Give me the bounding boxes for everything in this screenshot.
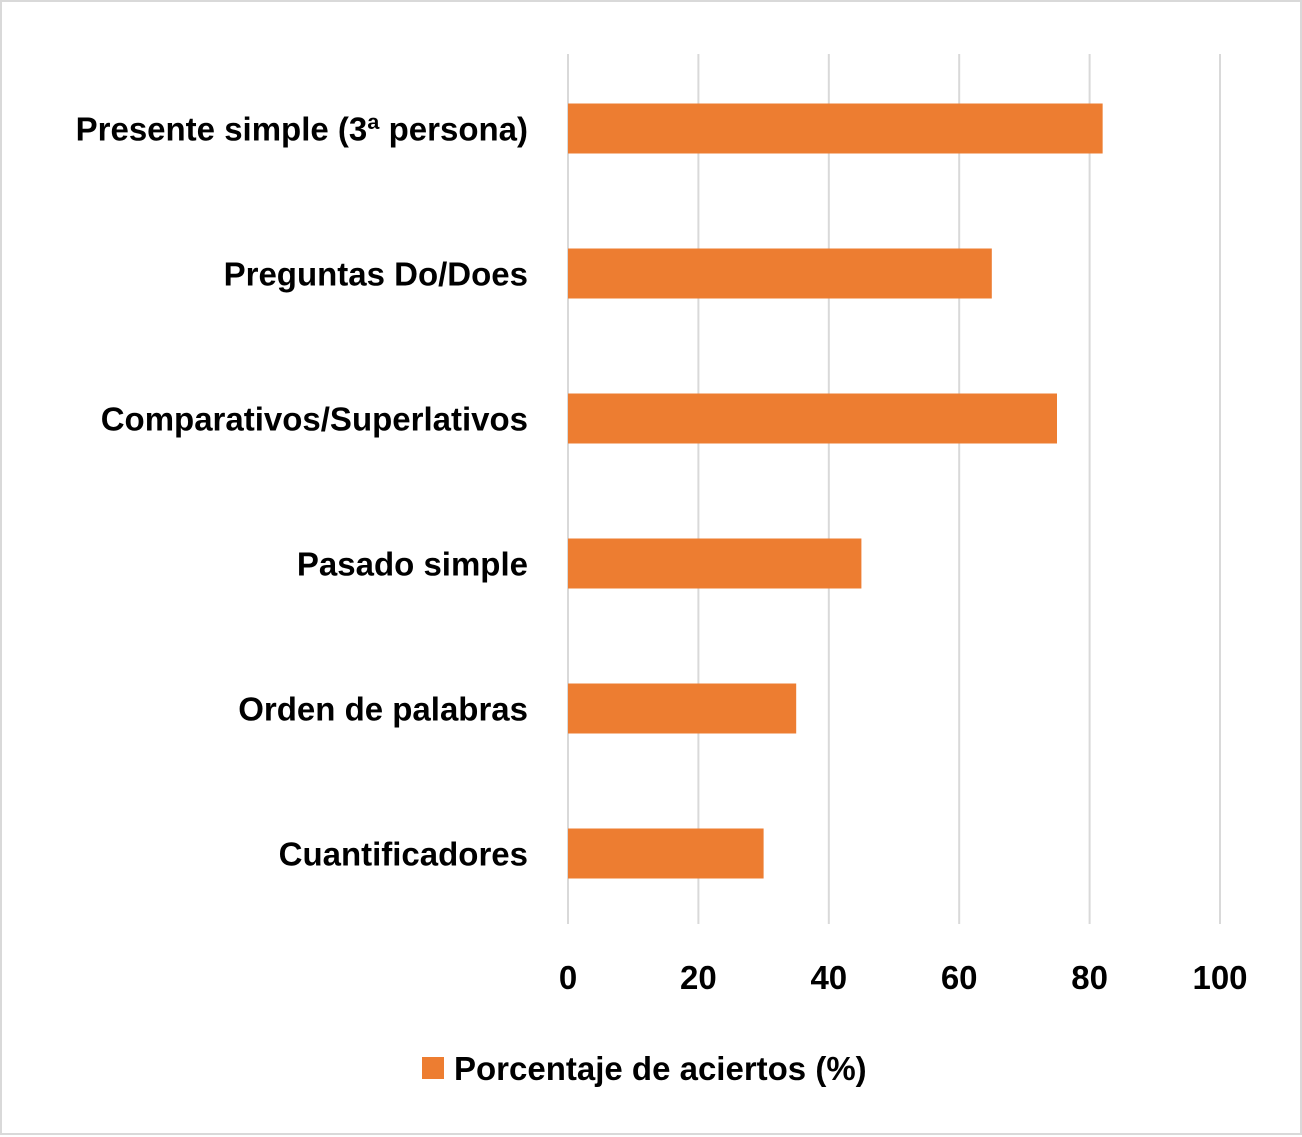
bar [568, 538, 862, 589]
bar [568, 828, 764, 879]
x-tick-label: 40 [810, 959, 847, 996]
bar [568, 103, 1103, 154]
x-tick-label: 80 [1071, 959, 1108, 996]
x-tick-label: 100 [1192, 959, 1247, 996]
category-label: Comparativos/Superlativos [101, 401, 528, 438]
legend-label: Porcentaje de aciertos (%) [454, 1050, 867, 1087]
category-label: Preguntas Do/Does [224, 256, 528, 293]
bar [568, 248, 992, 299]
category-label: Orden de palabras [238, 691, 528, 728]
bar [568, 683, 797, 734]
x-tick-label: 60 [941, 959, 978, 996]
bar [568, 393, 1057, 444]
category-label: Presente simple (3ª persona) [76, 111, 528, 148]
legend-swatch [422, 1057, 444, 1079]
x-tick-label: 20 [680, 959, 717, 996]
x-tick-label: 0 [559, 959, 577, 996]
category-label: Cuantificadores [279, 836, 528, 873]
category-label: Pasado simple [297, 546, 528, 583]
